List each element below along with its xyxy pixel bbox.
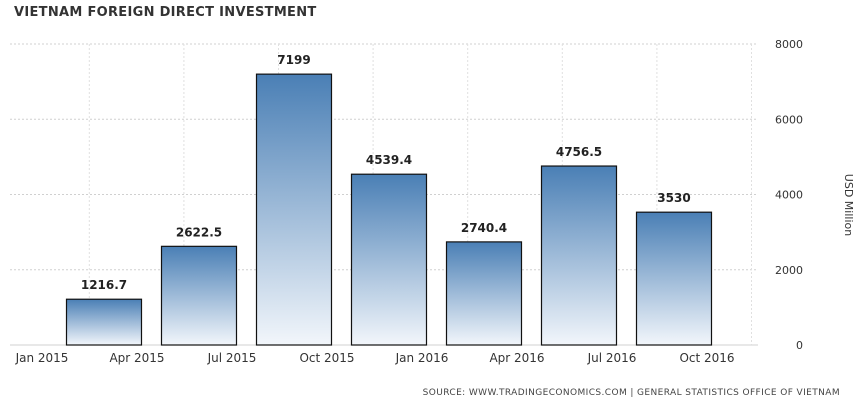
bar: [540, 165, 618, 346]
bar: [255, 73, 333, 346]
y-tick-label: 8000: [775, 38, 803, 51]
x-tick-label: Oct 2015: [299, 351, 354, 365]
data-label: 2622.5: [176, 225, 222, 239]
data-label: 1216.7: [81, 278, 127, 292]
data-label: 4756.5: [556, 145, 602, 159]
chart-title: VIETNAM FOREIGN DIRECT INVESTMENT: [14, 5, 317, 20]
bar: [65, 298, 143, 346]
x-tick-label: Apr 2016: [489, 351, 544, 365]
y-tick-label: 6000: [775, 113, 803, 126]
data-labels: 1216.7 2622.5 7199 4539.4 2740.4 4756.5 3530: [81, 53, 691, 292]
bar: [445, 241, 523, 346]
data-label: 4539.4: [366, 153, 412, 167]
y-axis: 0 2000 4000 6000 8000 USD Million: [775, 38, 855, 352]
bars: [65, 73, 713, 346]
source-note: SOURCE: WWW.TRADINGECONOMICS.COM | GENER…: [422, 388, 840, 398]
x-tick-label: Jul 2016: [587, 351, 637, 365]
x-tick-label: Apr 2015: [109, 351, 164, 365]
bar: [350, 173, 428, 346]
bar: [160, 245, 238, 346]
x-tick-label: Oct 2016: [679, 351, 734, 365]
y-tick-label: 4000: [775, 189, 803, 202]
x-axis: Jan 2015 Apr 2015 Jul 2015 Oct 2015 Jan 2016…: [15, 351, 735, 365]
x-tick-label: Jul 2015: [207, 351, 257, 365]
bar: [635, 211, 713, 346]
y-axis-title: USD Million: [842, 174, 855, 236]
y-tick-label: 0: [796, 339, 803, 352]
x-tick-label: Jan 2016: [395, 351, 449, 365]
data-label: 2740.4: [461, 221, 507, 235]
data-label: 7199: [277, 53, 310, 67]
y-tick-label: 2000: [775, 264, 803, 277]
data-label: 3530: [657, 191, 690, 205]
x-tick-label: Jan 2015: [15, 351, 69, 365]
